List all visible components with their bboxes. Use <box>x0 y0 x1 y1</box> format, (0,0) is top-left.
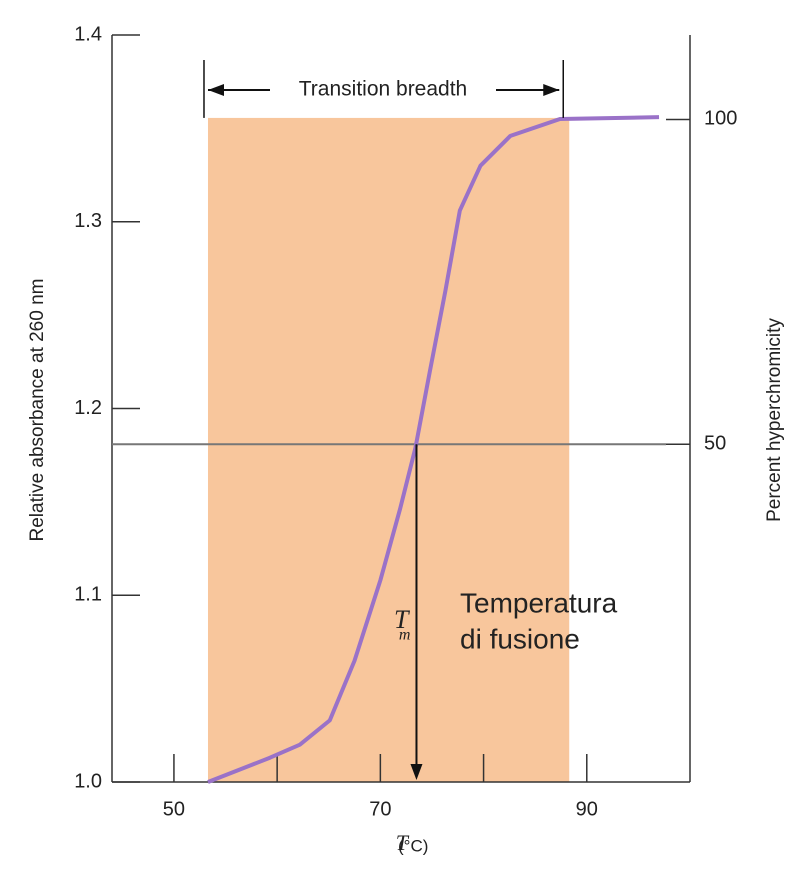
y-tick-label: 1.1 <box>74 584 102 606</box>
y-tick-label: 1.0 <box>74 770 102 792</box>
breadth-label: Transition breadth <box>299 78 467 101</box>
tm-label: T <box>394 605 410 634</box>
x-tick-label: 70 <box>369 798 391 820</box>
y2-tick-label: 100 <box>704 108 737 130</box>
tm-arrowhead <box>410 764 423 780</box>
y2-tick-label: 50 <box>704 433 726 455</box>
y-tick-label: 1.4 <box>74 23 102 45</box>
x-tick-label: 90 <box>576 798 598 820</box>
y-tick-label: 1.2 <box>74 397 102 419</box>
x-axis-unit: (°C) <box>398 836 428 855</box>
annotation: Temperatura <box>460 587 618 618</box>
breadth-arrowhead <box>543 84 560 96</box>
transition-region <box>207 117 570 783</box>
data-line <box>207 115 660 784</box>
y2-axis-label: Percent hyperchromicity <box>764 318 785 522</box>
x-tick-label: 50 <box>163 798 185 820</box>
breadth-arrowhead <box>207 84 224 96</box>
annotation: di fusione <box>460 623 580 654</box>
y-axis-label: Relative absorbance at 260 nm <box>27 279 48 542</box>
y-tick-label: 1.3 <box>74 210 102 232</box>
x-axis-label: T <box>396 830 410 855</box>
tm-subscript: m <box>399 627 411 644</box>
